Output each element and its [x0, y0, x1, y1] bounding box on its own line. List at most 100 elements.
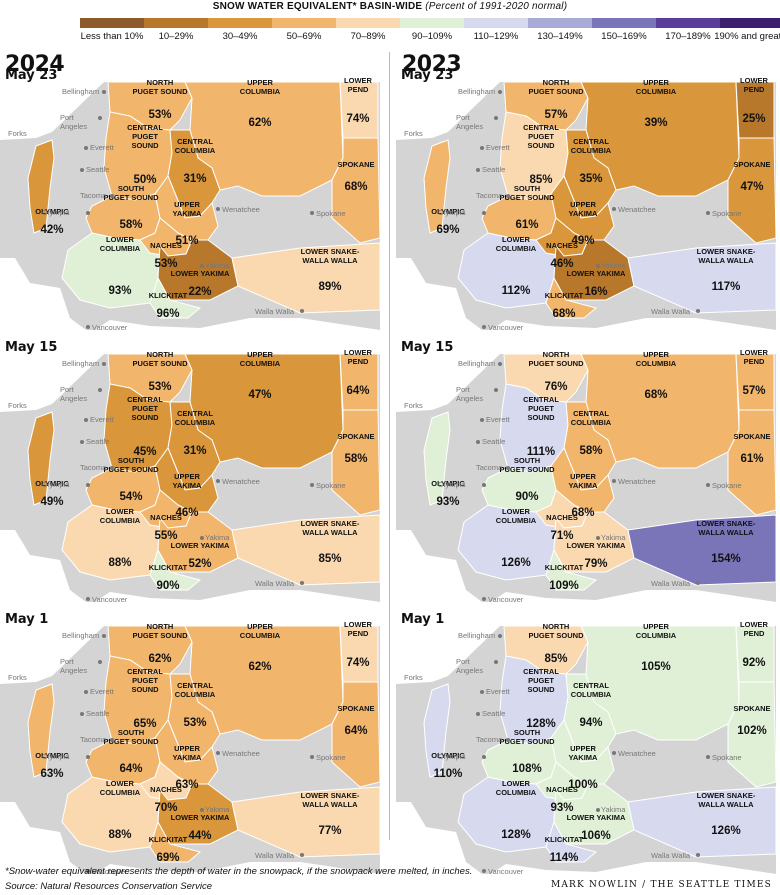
- city-dot: [482, 325, 486, 329]
- basin-name-spuget: PUGET SOUND: [499, 465, 555, 474]
- panel-date: May 23: [401, 68, 454, 83]
- city-dot: [300, 581, 304, 585]
- legend-label: 90–109%: [411, 31, 453, 42]
- basin-name-cpuget: SOUND: [131, 413, 159, 422]
- basin-value-naches: 55%: [154, 530, 177, 542]
- legend-swatch: [400, 18, 464, 28]
- basin-name-lsnake: WALLA WALLA: [302, 800, 358, 809]
- basin-name-lpend: LOWER: [344, 348, 372, 357]
- city-dot: [98, 116, 102, 120]
- basin-value-lcol: 128%: [501, 829, 530, 841]
- basin-value-naches: 93%: [550, 802, 573, 814]
- city-label: Tacoma: [80, 191, 107, 200]
- city-label: Spokane: [316, 209, 346, 218]
- basin-olympic: [423, 411, 451, 506]
- basin-value-klick: 69%: [156, 852, 179, 864]
- footnote: *Snow-water equivalent represents the de…: [5, 866, 473, 877]
- basin-name-cpuget: SOUND: [527, 141, 555, 150]
- basin-value-spokane: 58%: [344, 453, 367, 465]
- city-label: Wenatchee: [618, 749, 656, 758]
- basin-name-ucol: UPPER: [247, 78, 273, 87]
- basin-name-lsnake: LOWER SNAKE-: [697, 519, 756, 528]
- basin-klick: [545, 820, 598, 863]
- basin-name-naches: NACHES: [150, 513, 182, 522]
- city-dot: [86, 597, 90, 601]
- basin-name-lsnake: WALLA WALLA: [698, 528, 754, 537]
- city-label: Olympia: [438, 208, 466, 217]
- legend-swatch: [208, 18, 272, 28]
- city-label: Tacoma: [80, 463, 107, 472]
- city-dot: [300, 853, 304, 857]
- legend-swatch: [80, 18, 144, 28]
- city-dot: [84, 418, 88, 422]
- basin-name-uyak: UPPER: [174, 744, 200, 753]
- city-label: Olympia: [438, 480, 466, 489]
- basin-name-uyak: YAKIMA: [569, 481, 598, 490]
- city-dot: [480, 690, 484, 694]
- basin-value-cpuget: 111%: [527, 446, 555, 458]
- basin-value-npuget: 53%: [148, 381, 171, 393]
- basin-name-naches: NACHES: [150, 785, 182, 794]
- basin-name-npuget: NORTH: [543, 622, 570, 631]
- basin-value-cpuget: 45%: [133, 446, 156, 458]
- basin-lsnake: [231, 786, 380, 858]
- basin-value-olympic: 49%: [40, 496, 63, 508]
- basin-name-lcol: LOWER: [502, 235, 530, 244]
- basin-value-npuget: 76%: [544, 381, 567, 393]
- basin-name-olympic: OLYMPIC: [431, 207, 465, 216]
- city-label: Walla Walla: [651, 851, 691, 860]
- city-label: Port: [60, 113, 75, 122]
- basin-spokane: [331, 137, 380, 244]
- basin-name-lsnake: LOWER SNAKE-: [697, 247, 756, 256]
- city-dot: [476, 712, 480, 716]
- city-label: Yakima: [205, 261, 230, 270]
- basin-name-naches: NACHES: [546, 513, 578, 522]
- basin-value-lsnake: 85%: [318, 553, 341, 565]
- basin-value-lsnake: 117%: [712, 281, 741, 293]
- map-panel-2024-may-1: OLYMPIC 63% NORTH PUGET SOUND 62% CENTRAL PUGE…: [0, 612, 380, 874]
- basin-name-lsnake: WALLA WALLA: [302, 528, 358, 537]
- city-label: Seattle: [86, 709, 109, 718]
- basin-name-lpend: LOWER: [344, 76, 372, 85]
- basin-value-klick: 90%: [156, 580, 179, 592]
- city-label: Yakima: [601, 261, 626, 270]
- city-dot: [200, 264, 204, 268]
- city-label: Bellingham: [458, 87, 495, 96]
- basin-value-lpend: 74%: [346, 113, 369, 125]
- city-label: Forks: [8, 129, 27, 138]
- basin-name-lpend: PEND: [348, 357, 369, 366]
- city-dot: [482, 483, 486, 487]
- basin-value-spuget: 90%: [515, 491, 538, 503]
- basin-name-lyak: LOWER YAKIMA: [567, 269, 626, 278]
- city-label: Bellingham: [62, 631, 99, 640]
- basin-name-ccol: CENTRAL: [573, 409, 609, 418]
- city-label: Yakima: [601, 533, 626, 542]
- map-panel-2024-may-23: OLYMPIC 42% NORTH PUGET SOUND 53% CENTRAL PUGE…: [0, 68, 380, 330]
- basin-name-lyak: LOWER YAKIMA: [567, 541, 626, 550]
- city-label: Forks: [404, 673, 423, 682]
- basin-value-spuget: 58%: [119, 219, 142, 231]
- city-dot: [102, 634, 106, 638]
- basin-name-olympic: OLYMPIC: [431, 751, 465, 760]
- city-label: Angeles: [60, 122, 87, 131]
- city-label: Tacoma: [80, 735, 107, 744]
- basin-value-spokane: 64%: [344, 725, 367, 737]
- basin-name-uyak: YAKIMA: [173, 481, 202, 490]
- basin-name-uyak: YAKIMA: [173, 209, 202, 218]
- basin-value-ccol: 58%: [579, 445, 602, 457]
- basin-name-ccol: COLUMBIA: [175, 690, 216, 699]
- city-label: Tacoma: [476, 463, 503, 472]
- city-dot: [110, 738, 114, 742]
- basin-name-naches: NACHES: [150, 241, 182, 250]
- city-dot: [612, 751, 616, 755]
- basin-name-olympic: OLYMPIC: [35, 479, 69, 488]
- city-dot: [482, 211, 486, 215]
- basin-klick: [149, 548, 202, 591]
- city-label: Everett: [486, 143, 511, 152]
- city-label: Port: [456, 657, 471, 666]
- basin-name-lcol: LOWER: [502, 507, 530, 516]
- city-dot: [506, 466, 510, 470]
- basin-name-spuget: PUGET SOUND: [103, 737, 159, 746]
